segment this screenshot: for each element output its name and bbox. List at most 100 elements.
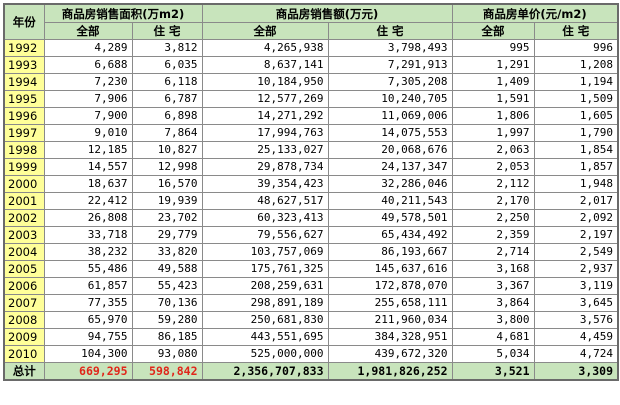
- sales-residential-cell: 3,798,493: [327, 39, 453, 57]
- price-residential-cell: 1,857: [533, 158, 619, 176]
- sales-residential-cell: 211,960,034: [327, 311, 453, 329]
- area-all-cell: 18,637: [43, 175, 133, 193]
- area-all-cell: 38,232: [43, 243, 133, 261]
- table-row: 2003 33,718 29,779 79,556,627 65,434,492 2,35…: [3, 226, 619, 244]
- area-residential-cell: 33,820: [131, 243, 203, 261]
- price-residential-cell: 2,937: [533, 260, 619, 278]
- price-residential-cell: 996: [533, 39, 619, 57]
- area-residential-header: 住 宅: [131, 22, 203, 40]
- sales-residential-cell: 65,434,492: [327, 226, 453, 244]
- price-all-cell: 2,170: [451, 192, 535, 210]
- area-residential-cell: 6,035: [131, 56, 203, 74]
- total-sales-all: 2,356,707,833: [201, 362, 329, 381]
- sales-all-cell: 79,556,627: [201, 226, 329, 244]
- sales-residential-cell: 145,637,616: [327, 260, 453, 278]
- total-label: 总计: [3, 362, 45, 381]
- price-residential-cell: 1,605: [533, 107, 619, 125]
- area-residential-cell: 6,118: [131, 73, 203, 91]
- sales-all-cell: 60,323,413: [201, 209, 329, 227]
- sales-residential-cell: 10,240,705: [327, 90, 453, 108]
- year-cell: 1993: [3, 56, 45, 74]
- price-all-header: 全部: [451, 22, 535, 40]
- year-cell: 1999: [3, 158, 45, 176]
- area-all-cell: 104,300: [43, 345, 133, 363]
- area-all-cell: 22,412: [43, 192, 133, 210]
- price-all-cell: 3,800: [451, 311, 535, 329]
- table-body: 1992 4,289 3,812 4,265,938 3,798,493 995 996 19…: [3, 39, 619, 363]
- sales-residential-cell: 86,193,667: [327, 243, 453, 261]
- year-cell: 2007: [3, 294, 45, 312]
- price-all-cell: 2,112: [451, 175, 535, 193]
- table-row: 1996 7,900 6,898 14,271,292 11,069,006 1,806 1…: [3, 107, 619, 125]
- price-residential-cell: 2,549: [533, 243, 619, 261]
- sales-all-cell: 12,577,269: [201, 90, 329, 108]
- area-all-cell: 14,557: [43, 158, 133, 176]
- area-residential-cell: 86,185: [131, 328, 203, 346]
- table-wrapper: 年份 商品房销售面积(万m2) 商品房销售额(万元) 商品房单价(元/m2) 全…: [3, 3, 620, 402]
- area-residential-cell: 19,939: [131, 192, 203, 210]
- total-sales-residential: 1,981,826,252: [327, 362, 453, 381]
- price-residential-cell: 1,854: [533, 141, 619, 159]
- price-all-cell: 1,409: [451, 73, 535, 91]
- area-residential-cell: 6,898: [131, 107, 203, 125]
- year-cell: 2003: [3, 226, 45, 244]
- table-row: 2007 77,355 70,136 298,891,189 255,658,111 3,…: [3, 294, 619, 312]
- table-row: 1998 12,185 10,827 25,133,027 20,068,676 2,06…: [3, 141, 619, 159]
- area-residential-cell: 10,827: [131, 141, 203, 159]
- price-residential-cell: 4,724: [533, 345, 619, 363]
- year-cell: 1992: [3, 39, 45, 57]
- area-residential-cell: 70,136: [131, 294, 203, 312]
- table-row: 2001 22,412 19,939 48,627,517 40,211,543 2,17…: [3, 192, 619, 210]
- sales-residential-cell: 20,068,676: [327, 141, 453, 159]
- table-row: 2004 38,232 33,820 103,757,069 86,193,667 2,7…: [3, 243, 619, 261]
- year-column-header: 年份: [3, 3, 45, 40]
- price-residential-cell: 3,576: [533, 311, 619, 329]
- total-row: 总计 669,295 598,842 2,356,707,833 1,981,8…: [3, 362, 619, 381]
- area-all-cell: 9,010: [43, 124, 133, 142]
- sales-all-header: 全部: [201, 22, 329, 40]
- total-area-all: 669,295: [43, 362, 133, 381]
- year-cell: 2010: [3, 345, 45, 363]
- table-row: 1992 4,289 3,812 4,265,938 3,798,493 995 996: [3, 39, 619, 57]
- year-cell: 2008: [3, 311, 45, 329]
- sales-all-cell: 17,994,763: [201, 124, 329, 142]
- price-all-cell: 2,053: [451, 158, 535, 176]
- sales-all-cell: 208,259,631: [201, 277, 329, 295]
- price-all-cell: 2,714: [451, 243, 535, 261]
- year-cell: 2005: [3, 260, 45, 278]
- table-row: 2005 55,486 49,588 175,761,325 145,637,616 3,…: [3, 260, 619, 278]
- table-row: 1999 14,557 12,998 29,878,734 24,137,347 2,05…: [3, 158, 619, 176]
- price-all-cell: 2,250: [451, 209, 535, 227]
- area-all-cell: 33,718: [43, 226, 133, 244]
- sales-residential-cell: 7,305,208: [327, 73, 453, 91]
- price-all-cell: 4,681: [451, 328, 535, 346]
- area-residential-cell: 12,998: [131, 158, 203, 176]
- sales-residential-cell: 24,137,347: [327, 158, 453, 176]
- sales-residential-cell: 14,075,553: [327, 124, 453, 142]
- area-all-cell: 4,289: [43, 39, 133, 57]
- area-all-header: 全部: [43, 22, 133, 40]
- area-all-cell: 7,230: [43, 73, 133, 91]
- table-row: 2000 18,637 16,570 39,354,423 32,286,046 2,11…: [3, 175, 619, 193]
- area-residential-cell: 7,864: [131, 124, 203, 142]
- table-row: 2002 26,808 23,702 60,323,413 49,578,501 2,25…: [3, 209, 619, 227]
- total-price-residential: 3,309: [533, 362, 619, 381]
- area-residential-cell: 49,588: [131, 260, 203, 278]
- table-row: 2010 104,300 93,080 525,000,000 439,672,320 5…: [3, 345, 619, 363]
- sales-all-cell: 10,184,950: [201, 73, 329, 91]
- year-cell: 2006: [3, 277, 45, 295]
- area-residential-cell: 55,423: [131, 277, 203, 295]
- area-all-cell: 6,688: [43, 56, 133, 74]
- price-residential-cell: 4,459: [533, 328, 619, 346]
- sales-all-cell: 525,000,000: [201, 345, 329, 363]
- table-row: 1994 7,230 6,118 10,184,950 7,305,208 1,409 1,…: [3, 73, 619, 91]
- price-all-cell: 3,864: [451, 294, 535, 312]
- sales-group-header: 商品房销售额(万元): [201, 3, 453, 23]
- price-all-cell: 2,359: [451, 226, 535, 244]
- sales-residential-cell: 32,286,046: [327, 175, 453, 193]
- area-residential-cell: 16,570: [131, 175, 203, 193]
- price-residential-cell: 2,017: [533, 192, 619, 210]
- price-all-cell: 1,591: [451, 90, 535, 108]
- sales-residential-cell: 384,328,951: [327, 328, 453, 346]
- sales-all-cell: 14,271,292: [201, 107, 329, 125]
